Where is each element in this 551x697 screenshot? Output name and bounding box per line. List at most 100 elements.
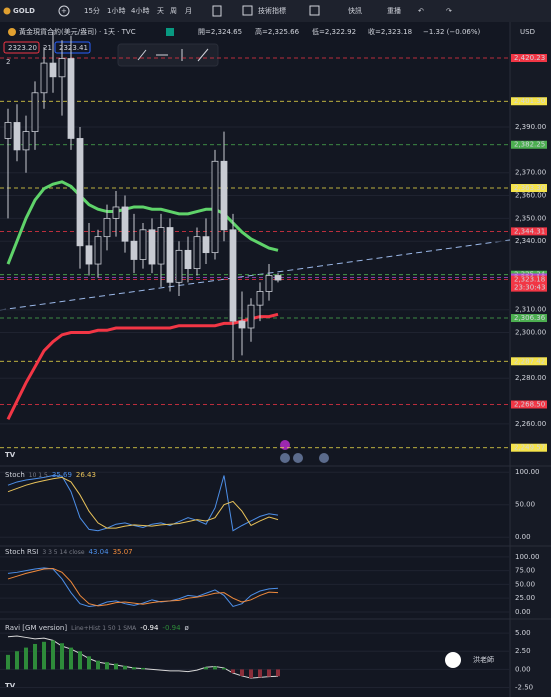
indicator-line bbox=[7, 567, 279, 607]
price-label-bg bbox=[511, 400, 547, 409]
trend-line[interactable] bbox=[0, 239, 511, 311]
histogram-bar bbox=[69, 647, 73, 670]
redo-button[interactable]: ↷ bbox=[446, 7, 452, 15]
alerts-button[interactable]: 快訊 bbox=[348, 6, 362, 15]
price-label-bg bbox=[511, 97, 547, 106]
currency[interactable]: USD bbox=[520, 28, 535, 36]
interval-button[interactable]: 天 bbox=[157, 7, 164, 15]
y-tick-label: 2,300.00 bbox=[515, 329, 546, 337]
histogram-bar bbox=[33, 643, 37, 670]
indicator-value: 26.43 bbox=[76, 471, 96, 479]
price-label-bg bbox=[511, 357, 547, 366]
candle-body bbox=[22, 131, 30, 151]
chart-type-button[interactable] bbox=[212, 5, 222, 17]
histogram-bar bbox=[267, 669, 271, 677]
price-label-bg bbox=[511, 443, 547, 452]
event-flag[interactable] bbox=[293, 453, 303, 463]
indicator-title: Ravi [GM version] bbox=[5, 624, 67, 632]
symbol[interactable]: GOLD bbox=[13, 7, 35, 15]
histogram-bar bbox=[78, 651, 82, 670]
histogram-bar bbox=[24, 647, 28, 670]
candle-body bbox=[157, 227, 165, 265]
interval-button[interactable]: 15分 bbox=[84, 6, 100, 15]
sell-button[interactable] bbox=[3, 41, 40, 54]
candle-body bbox=[256, 291, 264, 306]
candle-body bbox=[130, 240, 138, 260]
undo-button[interactable]: ↶ bbox=[418, 7, 424, 15]
histogram-bar bbox=[42, 641, 46, 670]
event-flag[interactable] bbox=[280, 453, 290, 463]
ray-tool[interactable] bbox=[197, 48, 209, 62]
trend-tool[interactable] bbox=[137, 49, 147, 61]
histogram-bar bbox=[96, 660, 100, 670]
toolbar bbox=[0, 0, 551, 22]
indicator-value: -0.94 bbox=[140, 624, 159, 632]
indicator-title: Stoch RSI bbox=[5, 548, 38, 556]
histogram-bar bbox=[231, 669, 235, 674]
buy-button[interactable] bbox=[54, 41, 91, 54]
tv-logo: TV bbox=[5, 682, 16, 690]
y-tick-label: 2,260.00 bbox=[515, 420, 546, 428]
compare-button[interactable] bbox=[58, 5, 70, 17]
price-label: 2,306.36 bbox=[514, 314, 546, 322]
y-tick-label: 0.00 bbox=[515, 665, 531, 673]
y-tick-label: 75.00 bbox=[515, 567, 535, 575]
replay-button[interactable]: 重播 bbox=[387, 6, 401, 15]
histogram-bar bbox=[105, 662, 109, 670]
price-label-bg bbox=[511, 184, 547, 193]
histogram-bar bbox=[141, 667, 145, 670]
histogram-bar bbox=[132, 667, 136, 670]
y-tick-label: 2,360.00 bbox=[515, 192, 546, 200]
candle-body bbox=[112, 206, 120, 219]
y-tick-label: 2,340.00 bbox=[515, 237, 546, 245]
symbol-logo bbox=[8, 28, 16, 36]
legend-title: 黃金現貨合約(美元/盎司) · 1天 · TVC bbox=[19, 27, 136, 36]
histogram-bar bbox=[213, 666, 217, 670]
candle-body bbox=[166, 227, 174, 283]
indicator-title: Stoch bbox=[5, 471, 25, 479]
histogram-bar bbox=[6, 654, 10, 670]
candle-body bbox=[247, 304, 255, 329]
indicators-icon bbox=[242, 5, 253, 16]
indicator-line bbox=[7, 476, 279, 529]
y-tick-label: -2.50 bbox=[515, 684, 533, 692]
event-icon[interactable] bbox=[280, 440, 290, 450]
y-tick-label: 2,280.00 bbox=[515, 374, 546, 382]
histogram-bar bbox=[60, 643, 64, 670]
interval-button[interactable]: 月 bbox=[185, 7, 192, 15]
indicator-line bbox=[7, 474, 279, 532]
candle-body bbox=[4, 122, 12, 139]
y-tick-label: 0.00 bbox=[515, 608, 531, 616]
candle-body bbox=[58, 58, 66, 78]
candle-body bbox=[148, 229, 156, 265]
indicator-params: 3 3 5 14 close bbox=[42, 549, 84, 556]
price-label: 2,268.50 bbox=[514, 400, 545, 408]
templates-button[interactable] bbox=[309, 5, 320, 16]
y-tick-label: 2,310.00 bbox=[515, 306, 546, 314]
interval-button[interactable]: 4小時 bbox=[131, 6, 149, 15]
histogram-bar bbox=[123, 665, 127, 670]
symbol-icon bbox=[3, 7, 11, 15]
candle-body bbox=[274, 275, 282, 281]
event-flag[interactable] bbox=[319, 453, 329, 463]
candle-body bbox=[238, 320, 246, 329]
price-label: 2,401.30 bbox=[514, 97, 545, 105]
histogram-bar bbox=[15, 651, 19, 670]
collapse-count[interactable]: 2 bbox=[6, 58, 10, 66]
facebook-icon bbox=[445, 652, 461, 668]
histogram-bar bbox=[276, 669, 280, 677]
candle-body bbox=[202, 236, 210, 254]
price-label: 2,363.30 bbox=[514, 184, 545, 192]
indicators-button[interactable]: 技術指標 bbox=[258, 6, 286, 15]
legend-high: 高=2,325.66 bbox=[255, 27, 300, 36]
interval-button[interactable]: 1小時 bbox=[107, 6, 125, 15]
indicator-legend: Stoch RSI 3 3 5 14 close 43.04 35.07 bbox=[5, 548, 133, 556]
interval-group: 15分 1小時 4小時天周月 bbox=[84, 6, 192, 15]
interval-button[interactable]: 周 bbox=[170, 7, 177, 15]
candle-body bbox=[220, 160, 228, 231]
candle-body bbox=[175, 249, 183, 283]
indicator-line bbox=[7, 567, 279, 608]
countdown: 23:30:43 bbox=[514, 284, 545, 292]
candle-body bbox=[184, 249, 192, 270]
